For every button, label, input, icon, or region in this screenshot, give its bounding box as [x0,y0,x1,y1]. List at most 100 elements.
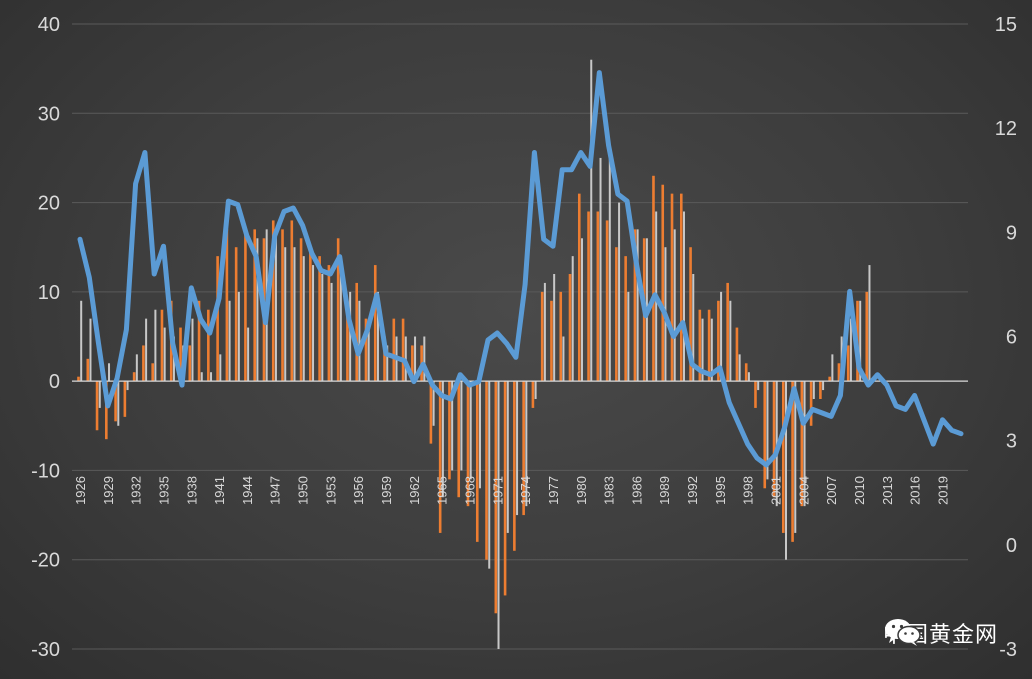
gray-bar [210,372,213,382]
x-axis-ticks: 1926 1929 1932 1935 1938 1941 1944 1947 1950 1953… [73,476,950,505]
orange-bar [633,229,637,382]
left-tick-label: -10 [31,460,60,482]
orange-bar [438,381,442,533]
gray-bar [451,381,454,471]
x-tick-label: 1992 [685,476,700,505]
x-tick-label: 1968 [462,476,477,505]
orange-bar [142,345,145,382]
orange-bar [373,265,377,382]
gray-bar [80,300,83,382]
orange-bar [336,238,340,382]
orange-bar [550,300,553,382]
x-tick-label: 1980 [574,476,589,505]
x-tick-label: 1998 [741,476,756,505]
x-tick-label: 1947 [268,476,283,505]
x-tick-label: 1950 [296,476,311,505]
x-tick-label: 2007 [824,476,839,505]
gray-bar [673,229,676,382]
gray-bar [98,381,101,408]
gray-bar [191,318,194,382]
orange-bar [253,229,256,382]
right-tick-label: -3 [999,639,1017,661]
gray-bar [618,202,621,382]
gray-bar [580,238,583,382]
x-tick-label: 2013 [880,476,895,505]
orange-bar [624,256,627,382]
orange-bar [670,193,674,382]
orange-bar [475,381,479,542]
orange-bar [494,381,498,614]
orange-bar [160,309,164,382]
orange-bar [234,247,238,382]
orange-bar [679,193,683,382]
orange-bar [207,309,210,382]
orange-bar [299,238,303,382]
orange-bar [540,291,544,382]
orange-bar [151,363,154,382]
gray-bar [386,345,389,382]
left-tick-label: -30 [31,639,60,661]
gray-bar [525,381,528,507]
left-tick-label: -20 [31,550,60,572]
gray-bar [414,336,417,382]
gray-bar [822,381,825,391]
x-tick-label: 1971 [490,476,505,505]
left-tick-label: 40 [38,14,60,36]
gray-bar [590,59,593,382]
gray-bar [432,381,435,426]
orange-bar [772,381,776,498]
gray-bar [692,274,695,382]
gray-bar [729,300,732,382]
orange-bar [837,363,841,382]
orange-bar [114,381,117,422]
orange-bar [290,220,294,382]
gray-bar [247,327,250,382]
right-tick-label: 9 [1006,222,1017,244]
gray-bar [803,381,806,507]
line-path [77,70,964,468]
gray-bar [274,229,277,382]
gray-bar [293,247,296,382]
gray-bar [89,318,92,382]
gray-bar [200,372,203,382]
orange-bar [318,256,321,382]
gray-bar [571,256,574,382]
orange-bar [355,282,359,382]
orange-bar [763,381,767,489]
gray-bar [135,354,138,382]
gray-bar [154,309,157,382]
gray-bar [636,229,639,382]
gray-bar [516,381,519,516]
orange-bar [225,229,229,382]
gray-bar [757,381,760,391]
orange-bar [577,193,581,382]
right-tick-label: 6 [1006,327,1017,349]
orange-bar [513,381,516,551]
orange-bar [197,300,201,382]
orange-bar [346,300,349,382]
orange-bar [448,381,451,480]
orange-bar [457,381,461,498]
orange-bar [411,345,414,382]
x-tick-label: 1941 [212,476,227,505]
orange-bar [819,381,822,399]
orange-bar [698,309,702,382]
orange-bar [364,318,368,382]
orange-bar [782,381,785,533]
gray-bar [849,318,852,382]
orange-bar [587,211,590,382]
gray-bar [812,381,815,399]
gray-bar [312,265,315,382]
gray-bar [478,381,481,489]
gray-bar [256,238,259,382]
gray-bar [108,363,111,382]
gray-bar [126,381,129,391]
right-axis-ticks: 15 12 9 6 3 0 -3 [995,14,1017,661]
gray-bar [738,354,741,382]
gray-bar [441,381,444,498]
gray-bar [349,291,352,382]
orange-bar [828,376,831,382]
gray-bar [321,274,324,382]
